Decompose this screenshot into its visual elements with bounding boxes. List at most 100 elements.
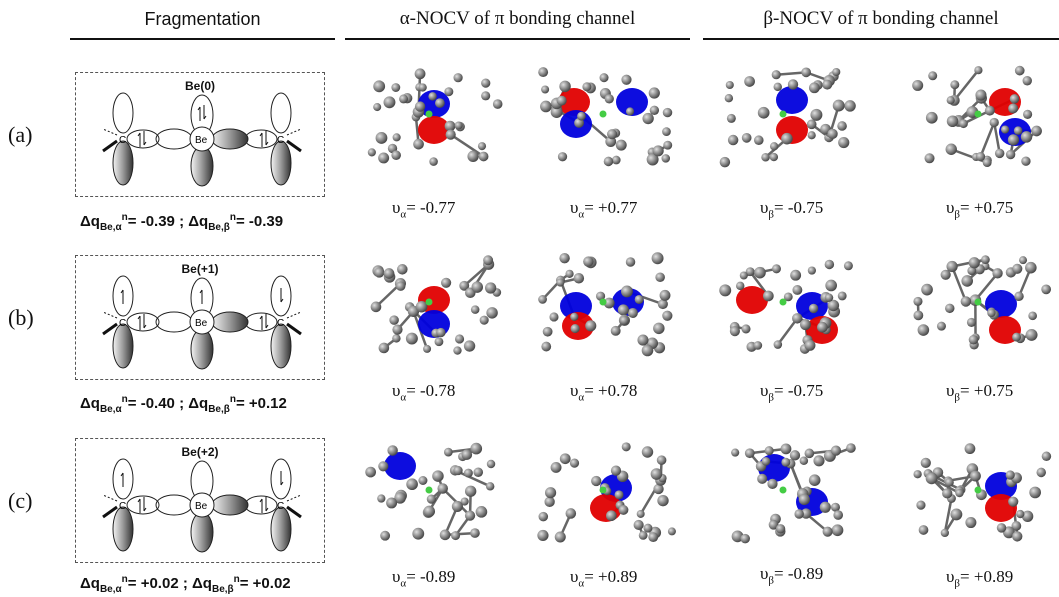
carbon-atom [648,532,659,543]
carbon-atom [542,326,553,337]
carbon-atom [987,308,996,318]
eigenvalue-a-2: υα= +0.77 [570,198,637,220]
sub-label: Be,β [208,222,230,233]
charge-alpha-value: = -0.39 [127,213,175,230]
carbon-atom [473,467,484,477]
carbon-atom [650,468,663,480]
carbon-atom [470,442,483,455]
carbon-atom [946,260,958,273]
carbon-atom [460,497,469,506]
carbon-atom [1020,131,1033,143]
carbon-atom [1025,328,1038,341]
eigen-value: = -0.89 [774,564,824,583]
wedge-bond [286,322,302,336]
charge-beta-value: = +0.12 [235,395,287,412]
beryllium-center [189,126,215,152]
carbon-atom [925,111,938,124]
carbon-atom [399,94,409,104]
carbon-atom [585,320,597,332]
carbon-atom [830,502,840,512]
sup-label: n [233,574,240,585]
eigenvalue-a-3: υβ= -0.75 [760,198,823,220]
hashed-bond [102,128,118,136]
carbon-atom [1009,94,1020,104]
carbon-atom [485,282,497,294]
header-rule-alpha [345,38,690,40]
eigenvalue-c-3: υβ= -0.89 [760,564,823,586]
filled-orbital-lobe [190,511,214,553]
negative-lobe [736,286,768,314]
negative-lobe [418,116,450,144]
upsilon: υ [570,567,579,586]
carbon-atom [757,106,770,119]
carbon-atom [483,255,494,266]
carbon-atom [414,101,426,112]
carbon-atom [789,450,801,461]
carbon-atom [735,281,745,291]
carbon-atom [377,494,386,503]
upsilon: υ [946,567,955,586]
spin-sub: β [768,574,775,587]
carbon-atom [1016,509,1025,519]
carbon-atom [611,155,621,165]
carbon-atom [1014,65,1025,76]
carbon-atom [831,524,844,537]
carbon-atom [1025,261,1037,274]
carbon-atom [538,67,549,78]
wedge-bond [102,322,118,336]
beryllium-center [189,492,215,518]
carbon-atom [485,482,495,491]
electron-arrow [265,131,269,146]
carbon-atom [453,73,463,83]
nocv-orbital-image-c-2 [537,442,676,543]
eigen-value: = +0.89 [584,567,638,586]
carbon-atom [428,92,437,101]
carbon-atom [569,458,580,468]
carbon-atom [741,324,751,334]
carbon-atom [950,508,963,521]
carbon-atom [744,76,755,87]
carbon-atom-label: C [119,501,126,512]
electron-arrow [143,131,147,146]
carbon-atom [780,443,792,455]
delta-q: Δq [80,395,100,412]
carbon-atom [725,80,734,90]
delta-q: Δq [80,575,100,592]
carbon-atom [556,95,567,106]
carbon-atom [790,269,802,281]
carbon-atom [662,107,673,118]
carbon-atom [625,107,635,116]
carbon-atom [724,94,734,103]
beryllium-atom [425,298,433,306]
carbon-atom [559,453,571,465]
carbon-atom-label: C [119,135,126,146]
bond [776,71,807,76]
carbon-atom [648,87,660,99]
carbon-atom [761,152,770,162]
eigen-value: = -0.77 [406,198,456,217]
carbon-atom [967,266,977,276]
upsilon: υ [392,198,401,217]
upsilon: υ [946,198,955,217]
carbon-atom [537,529,549,542]
carbon-atom [827,299,840,312]
sub-label: Be,β [211,584,234,595]
carbon-atom [655,272,665,283]
carbon-atom [470,528,480,538]
carbon-atom [392,324,403,335]
carbon-atom [731,448,740,457]
carbon-atom [463,340,476,352]
carbon-atom [913,470,922,479]
sup-label: n [229,212,236,223]
carbon-atom [989,117,999,128]
carbon-atom [453,465,463,476]
carbon-atom [470,305,480,314]
filled-orbital-lobe [112,506,134,552]
nocv-orbital-image-c-1 [365,442,496,541]
nocv-orbital-image-a-2 [538,67,673,167]
carbon-atom [607,129,618,140]
carbon-atom [391,83,401,92]
carbon-atom [843,261,853,271]
carbon-atom [773,340,783,349]
carbon-atom [753,135,764,145]
